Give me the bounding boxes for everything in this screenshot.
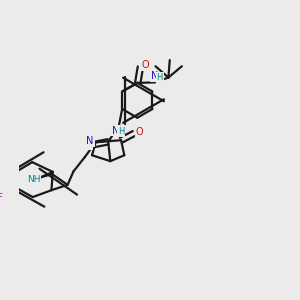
Text: N: N [112, 125, 119, 136]
Text: H: H [157, 73, 163, 82]
Text: O: O [85, 139, 93, 149]
Text: NH: NH [27, 176, 41, 184]
Text: H: H [118, 127, 124, 136]
Text: N: N [151, 71, 158, 82]
Text: O: O [136, 127, 143, 137]
Text: F: F [0, 193, 3, 202]
Text: N: N [86, 136, 94, 146]
Text: O: O [142, 60, 149, 70]
